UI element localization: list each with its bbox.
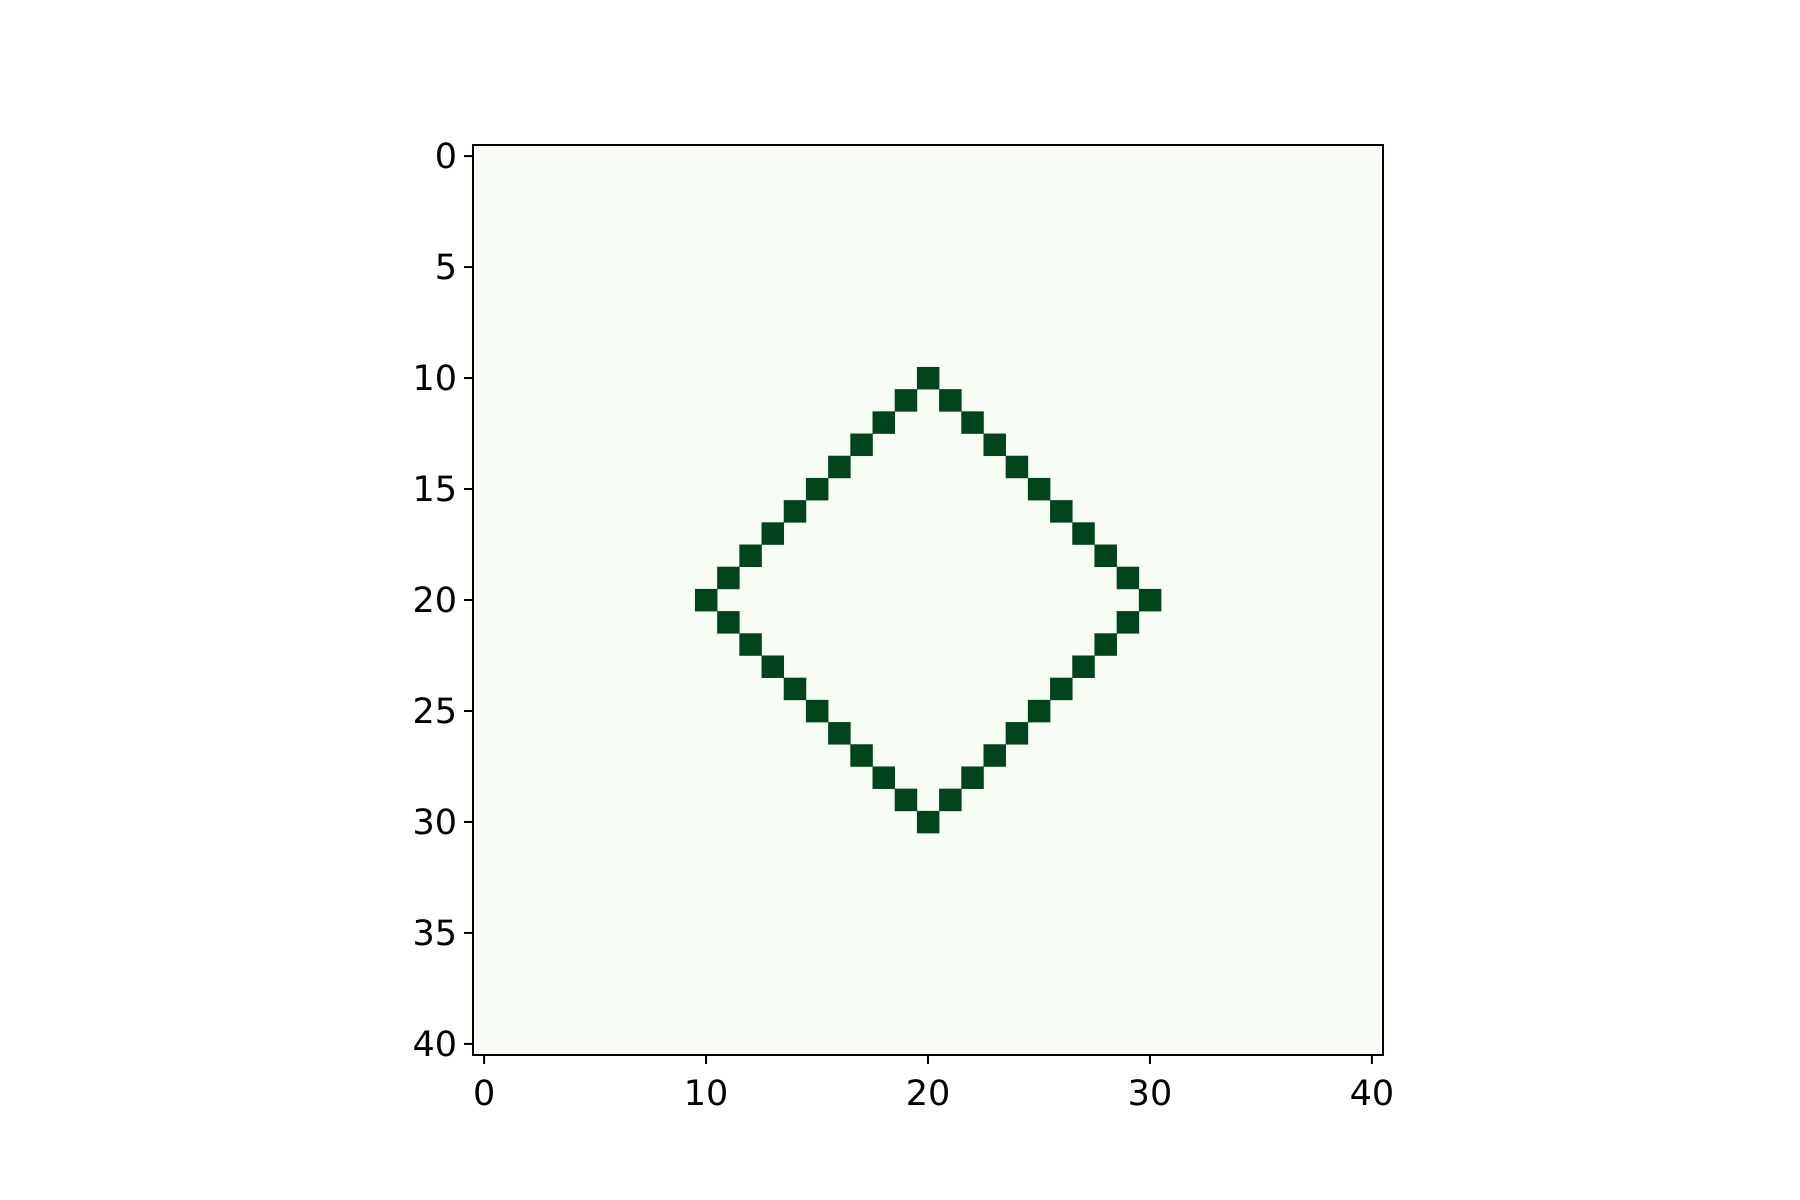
heatmap-cell: [805, 699, 829, 723]
y-tick-label: 35: [412, 914, 457, 954]
heatmap-cell: [961, 411, 984, 434]
y-tick-label: 25: [412, 692, 457, 732]
y-tick-label: 10: [412, 359, 457, 399]
heatmap-cell: [761, 522, 785, 545]
heatmap-cell: [961, 766, 984, 789]
heatmap-cell: [805, 477, 829, 501]
heatmap-cell: [916, 366, 940, 390]
heatmap-cell: [1072, 655, 1095, 678]
heatmap-cell: [1005, 722, 1029, 745]
heatmap-cell: [894, 788, 918, 812]
heatmap-cell: [1027, 699, 1051, 723]
heatmap-cell: [717, 566, 740, 590]
heatmap-cell: [694, 588, 718, 612]
heatmap-cell: [939, 788, 962, 812]
x-axis: 0 10 20 30 40: [473, 1055, 1394, 1114]
plot-background: [473, 145, 1383, 1055]
heatmap-cell: [1027, 477, 1051, 501]
heatmap-cell: [1072, 522, 1095, 545]
y-tick-label: 20: [412, 581, 457, 621]
heatmap-cell: [1116, 611, 1140, 634]
heatmap-cell: [739, 633, 762, 656]
y-tick-label: 30: [412, 803, 457, 843]
heatmap-cell: [939, 389, 962, 412]
heatmap-cell: [1050, 500, 1073, 523]
heatmap-cell: [872, 411, 896, 434]
x-tick-label: 10: [684, 1074, 729, 1114]
heatmap-cell: [983, 433, 1006, 457]
x-tick-label: 0: [473, 1074, 495, 1114]
heatmap-cell: [1138, 588, 1162, 612]
heatmap-cell: [872, 766, 896, 789]
heatmap-cell: [1050, 677, 1073, 701]
heatmap-cell: [1094, 633, 1117, 656]
heatmap-cell: [894, 389, 918, 412]
cell-layer: [694, 366, 1162, 834]
x-tick-label: 20: [906, 1074, 951, 1114]
heatmap-cell: [1116, 566, 1140, 590]
y-axis: 0 5 10 15 20 25 30 35 40: [412, 137, 473, 1065]
heatmap-cell: [739, 544, 762, 568]
y-tick-label: 15: [412, 470, 457, 510]
heatmap-cell: [983, 744, 1006, 767]
x-tick-label: 30: [1128, 1074, 1173, 1114]
heatmap-cell: [1094, 544, 1117, 568]
x-tick-label: 40: [1350, 1074, 1395, 1114]
heatmap-cell: [850, 433, 873, 457]
y-tick-label: 40: [412, 1025, 457, 1065]
y-tick-label: 0: [435, 137, 457, 177]
y-tick-label: 5: [435, 248, 457, 288]
heatmap-cell: [828, 455, 851, 479]
heatmap-cell: [783, 677, 807, 701]
heatmap-cell: [717, 611, 740, 634]
heatmap-cell: [761, 655, 785, 678]
heatmap-cell: [850, 744, 873, 767]
heatmap-cell: [783, 500, 807, 523]
heatmap-cell: [1005, 455, 1029, 479]
heatmap-cell: [828, 722, 851, 745]
heatmap-cell: [916, 810, 940, 834]
